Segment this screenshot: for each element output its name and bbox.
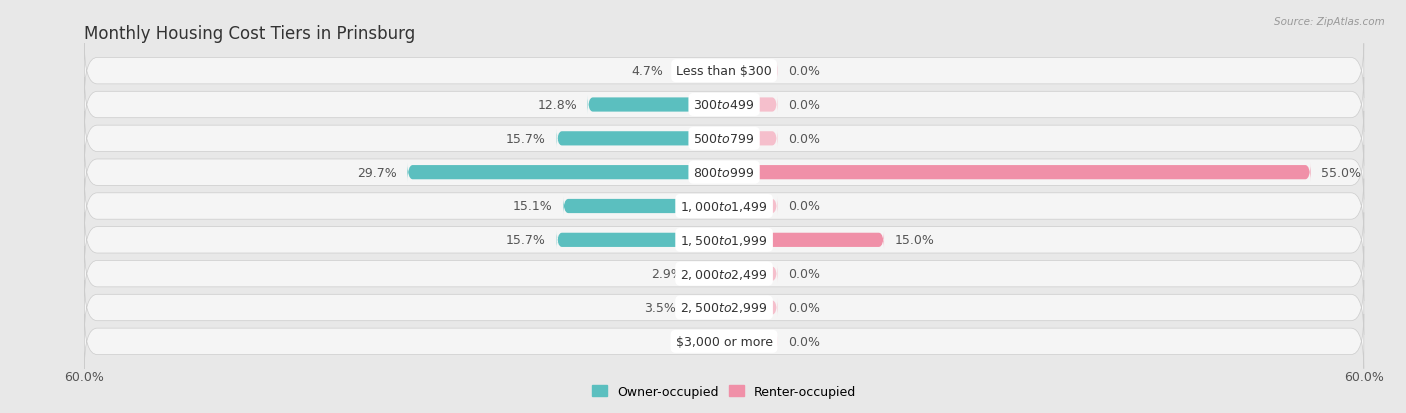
- FancyBboxPatch shape: [84, 280, 1364, 335]
- FancyBboxPatch shape: [408, 163, 724, 183]
- Text: 0.0%: 0.0%: [682, 335, 713, 348]
- FancyBboxPatch shape: [724, 129, 778, 149]
- FancyBboxPatch shape: [562, 197, 724, 216]
- FancyBboxPatch shape: [588, 95, 724, 115]
- FancyBboxPatch shape: [724, 332, 778, 351]
- Text: 29.7%: 29.7%: [357, 166, 396, 179]
- FancyBboxPatch shape: [724, 62, 778, 81]
- FancyBboxPatch shape: [693, 264, 724, 284]
- Text: 0.0%: 0.0%: [787, 268, 820, 280]
- Text: 0.0%: 0.0%: [787, 335, 820, 348]
- FancyBboxPatch shape: [724, 95, 778, 115]
- FancyBboxPatch shape: [84, 145, 1364, 200]
- Text: 0.0%: 0.0%: [787, 65, 820, 78]
- FancyBboxPatch shape: [84, 112, 1364, 166]
- Text: Monthly Housing Cost Tiers in Prinsburg: Monthly Housing Cost Tiers in Prinsburg: [84, 24, 416, 43]
- FancyBboxPatch shape: [84, 179, 1364, 234]
- Text: 0.0%: 0.0%: [787, 301, 820, 314]
- FancyBboxPatch shape: [84, 247, 1364, 301]
- Text: 0.0%: 0.0%: [787, 99, 820, 112]
- Text: $3,000 or more: $3,000 or more: [676, 335, 772, 348]
- Text: Less than $300: Less than $300: [676, 65, 772, 78]
- Text: 2.9%: 2.9%: [651, 268, 682, 280]
- FancyBboxPatch shape: [84, 314, 1364, 369]
- FancyBboxPatch shape: [84, 213, 1364, 268]
- Text: $300 to $499: $300 to $499: [693, 99, 755, 112]
- Text: 12.8%: 12.8%: [537, 99, 576, 112]
- FancyBboxPatch shape: [673, 62, 724, 81]
- Text: $500 to $799: $500 to $799: [693, 133, 755, 145]
- FancyBboxPatch shape: [724, 197, 778, 216]
- FancyBboxPatch shape: [724, 163, 1310, 183]
- Text: 15.0%: 15.0%: [894, 234, 935, 247]
- Text: 55.0%: 55.0%: [1322, 166, 1361, 179]
- Text: $2,500 to $2,999: $2,500 to $2,999: [681, 301, 768, 315]
- Legend: Owner-occupied, Renter-occupied: Owner-occupied, Renter-occupied: [592, 385, 856, 398]
- Text: $2,000 to $2,499: $2,000 to $2,499: [681, 267, 768, 281]
- FancyBboxPatch shape: [724, 298, 778, 318]
- FancyBboxPatch shape: [557, 230, 724, 250]
- Text: 0.0%: 0.0%: [787, 200, 820, 213]
- FancyBboxPatch shape: [84, 78, 1364, 133]
- FancyBboxPatch shape: [724, 230, 884, 250]
- Text: 15.1%: 15.1%: [513, 200, 553, 213]
- Text: $1,500 to $1,999: $1,500 to $1,999: [681, 233, 768, 247]
- Text: 0.0%: 0.0%: [787, 133, 820, 145]
- Text: 15.7%: 15.7%: [506, 234, 546, 247]
- Text: $800 to $999: $800 to $999: [693, 166, 755, 179]
- Text: Source: ZipAtlas.com: Source: ZipAtlas.com: [1274, 17, 1385, 26]
- FancyBboxPatch shape: [557, 129, 724, 149]
- Text: 3.5%: 3.5%: [644, 301, 676, 314]
- Text: 4.7%: 4.7%: [631, 65, 664, 78]
- Text: 15.7%: 15.7%: [506, 133, 546, 145]
- FancyBboxPatch shape: [686, 298, 724, 318]
- Text: $1,000 to $1,499: $1,000 to $1,499: [681, 199, 768, 214]
- FancyBboxPatch shape: [724, 264, 778, 284]
- FancyBboxPatch shape: [84, 44, 1364, 99]
